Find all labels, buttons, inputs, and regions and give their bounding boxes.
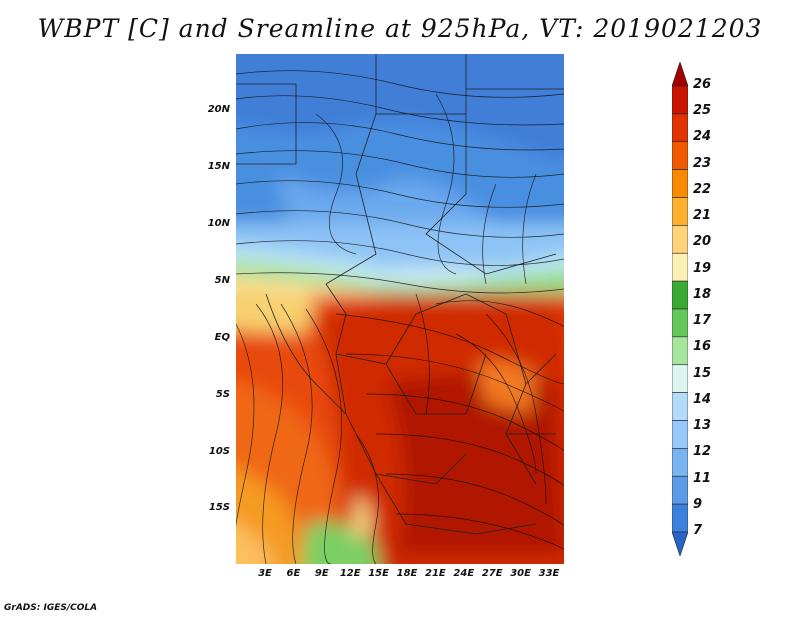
colorbar-level-label: 21: [693, 208, 712, 224]
colorbar-cap-bottom: [672, 531, 688, 556]
lon-label: 27E: [481, 568, 503, 579]
colorbar-level-label: 23: [693, 155, 712, 171]
lat-label: 20N: [207, 104, 230, 115]
lat-label: EQ: [214, 332, 230, 343]
colorbar-level-label: 12: [693, 444, 712, 460]
streamlines: [236, 70, 564, 564]
colorbar-level-label: 17: [693, 313, 712, 329]
lon-label: 3E: [258, 568, 272, 579]
colorbar-cap-top: [672, 62, 688, 87]
lat-label: 5S: [215, 389, 230, 400]
colorbar-swatch: [672, 308, 688, 338]
country-borders: [236, 54, 564, 535]
lon-label: 12E: [339, 568, 361, 579]
colorbar-level-label: 13: [693, 418, 712, 434]
colorbar-swatch: [672, 197, 688, 226]
colorbar-level-label: 24: [693, 129, 712, 145]
map-canvas: [236, 54, 564, 564]
lon-label: 33E: [538, 568, 560, 579]
lon-label: 18E: [396, 568, 418, 579]
colorbar-level-label: 14: [693, 391, 712, 407]
colorbar-swatch: [672, 141, 688, 170]
map-title: WBPT [C] and Sreamline at 925hPa, VT: 20…: [37, 14, 763, 43]
colorbar-level-label: 9: [693, 496, 703, 512]
lon-label: 21E: [425, 568, 446, 579]
lon-label: 6E: [286, 568, 301, 579]
lat-label: 5N: [214, 275, 230, 286]
lat-label: 10N: [207, 218, 230, 229]
wbpt-map: [236, 54, 564, 564]
colorbar-level-label: 19: [693, 260, 712, 276]
colorbar-swatch: [672, 420, 688, 449]
temperature-field: [236, 54, 564, 564]
colorbar-swatch: [672, 169, 688, 198]
colorbar-swatch: [672, 113, 688, 143]
lat-label: 15S: [208, 502, 230, 513]
colorbar-level-label: 11: [693, 470, 712, 486]
lon-label: 15E: [368, 568, 389, 579]
colorbar-level-label: 26: [693, 77, 712, 92]
colorbar: [672, 62, 688, 556]
colorbar-level-label: 18: [693, 286, 712, 302]
colorbar-level-label: 7: [693, 523, 703, 538]
lon-label: 24E: [453, 568, 475, 579]
lon-label: 30E: [510, 568, 531, 579]
colorbar-swatch: [672, 392, 688, 421]
colorbar-swatch: [672, 448, 688, 477]
lon-label: 9E: [314, 568, 329, 579]
colorbar-swatch: [672, 475, 688, 505]
colorbar-swatch: [672, 252, 688, 282]
lat-label: 15N: [207, 161, 230, 172]
lat-label: 10S: [208, 446, 230, 457]
colorbar-level-label: 20: [693, 234, 712, 250]
colorbar-swatch: [672, 85, 688, 115]
colorbar-level-label: 16: [693, 339, 712, 355]
colorbar-swatch: [672, 336, 688, 366]
colorbar-swatch: [672, 225, 688, 254]
colorbar-level-label: 25: [693, 103, 712, 119]
colorbar-swatch: [672, 364, 688, 393]
colorbar-swatch: [672, 280, 688, 310]
grads-credit: GrADS: IGES/COLA: [4, 603, 98, 613]
colorbar-swatch: [672, 503, 688, 533]
colorbar-level-label: 15: [693, 365, 712, 381]
colorbar-level-label: 22: [693, 181, 712, 197]
